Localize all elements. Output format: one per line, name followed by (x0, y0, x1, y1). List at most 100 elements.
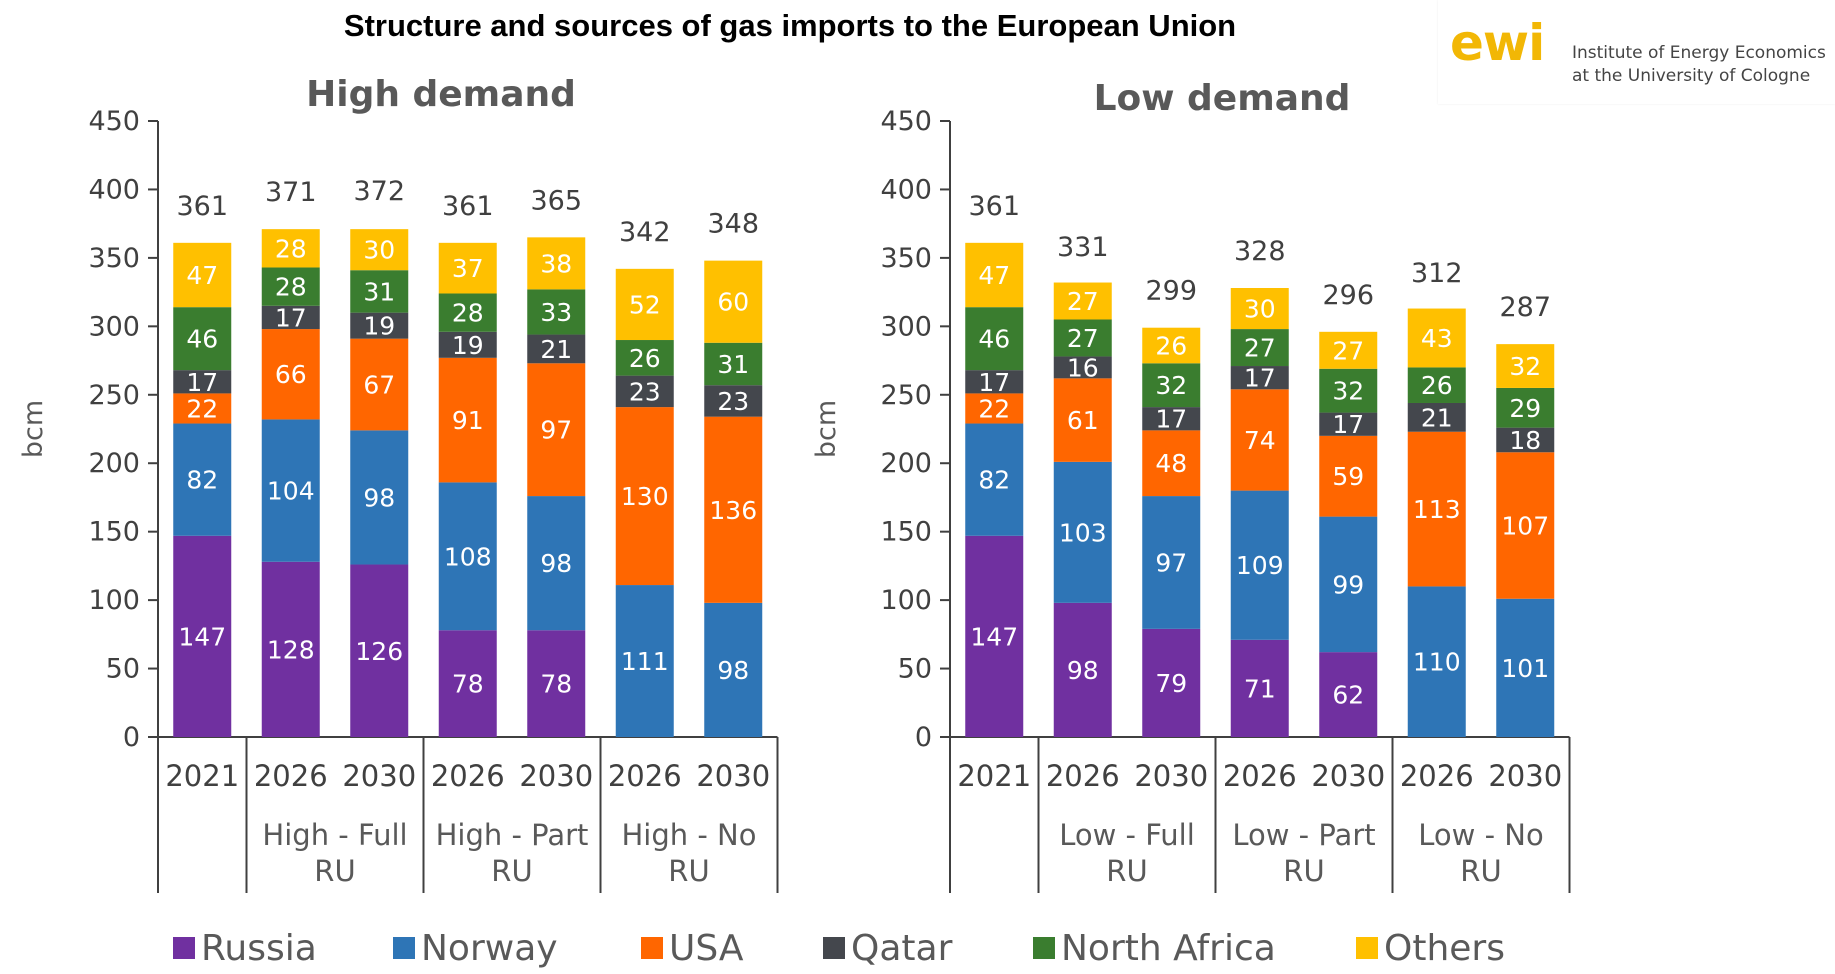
data-label-north-africa: 28 (452, 299, 484, 328)
data-label-norway: 109 (1236, 551, 1284, 580)
y-tick-label: 250 (88, 380, 140, 411)
y-tick-label: 450 (880, 106, 932, 137)
data-label-usa: 67 (363, 371, 395, 400)
x-tick-label: 2026 (1223, 759, 1297, 793)
data-label-russia: 147 (178, 622, 226, 651)
data-label-usa: 91 (452, 406, 484, 435)
data-label-qatar: 19 (363, 312, 395, 341)
x-tick-label: 2026 (608, 759, 682, 793)
data-label-norway: 82 (978, 466, 1010, 495)
data-label-north-africa: 46 (978, 325, 1010, 354)
y-tick-label: 150 (880, 517, 932, 548)
data-label-norway: 101 (1501, 654, 1549, 683)
x-group-label: Low - Part (1232, 818, 1375, 852)
x-tick-label: 2026 (254, 759, 328, 793)
bar-russia (1319, 652, 1378, 737)
data-label-qatar: 17 (978, 368, 1010, 397)
x-group-label: RU (314, 854, 355, 888)
bar-north-africa (261, 267, 320, 306)
bar-qatar (965, 370, 1024, 394)
bar-qatar (1496, 427, 1555, 453)
bar-norway (527, 496, 586, 631)
bar-north-africa (704, 342, 763, 386)
x-tick-label: 2026 (431, 759, 505, 793)
bar-norway (350, 430, 409, 565)
logo-mark: ewi (1450, 14, 1545, 72)
total-label: 296 (1322, 280, 1374, 311)
total-label: 371 (265, 177, 317, 208)
legend-label-russia: Russia (201, 928, 317, 969)
bar-others (965, 242, 1024, 308)
x-group-label: RU (1460, 854, 1501, 888)
data-label-qatar: 19 (452, 331, 484, 360)
y-tick-label: 50 (106, 654, 140, 685)
bar-north-africa (1142, 363, 1201, 408)
x-group-label: RU (668, 854, 709, 888)
legend-label-others: Others (1384, 928, 1505, 969)
total-label: 372 (353, 176, 405, 207)
bar-usa (704, 416, 763, 603)
data-label-others: 30 (363, 236, 395, 265)
bar-others (615, 268, 674, 341)
x-group-label: High - No (622, 818, 757, 852)
panel-title: Low demand (1094, 78, 1351, 119)
data-label-others: 47 (978, 261, 1010, 290)
bar-qatar (615, 375, 674, 408)
data-label-russia: 126 (355, 637, 403, 666)
bar-others (173, 242, 232, 308)
x-tick-label: 2030 (1134, 759, 1208, 793)
y-tick-label: 200 (88, 448, 140, 479)
legend-swatch-qatar (823, 937, 845, 959)
logo-line-1: Institute of Energy Economics (1572, 43, 1826, 63)
total-label: 361 (968, 191, 1020, 222)
y-tick-label: 250 (880, 380, 932, 411)
y-axis-label: bcm (811, 400, 842, 458)
bar-usa (1053, 378, 1112, 462)
bar-norway (1496, 598, 1555, 737)
data-label-qatar: 17 (186, 368, 218, 397)
data-label-norway: 97 (1155, 548, 1187, 577)
y-tick-label: 450 (88, 106, 140, 137)
data-label-norway: 99 (1332, 570, 1364, 599)
bar-north-africa (1496, 387, 1555, 428)
x-group-label: RU (491, 854, 532, 888)
data-label-north-africa: 31 (363, 277, 395, 306)
legend-swatch-usa (641, 937, 663, 959)
data-label-norway: 104 (267, 477, 315, 506)
bar-north-africa (527, 289, 586, 335)
x-tick-label: 2030 (1311, 759, 1385, 793)
y-tick-label: 300 (880, 311, 932, 342)
bar-others (261, 229, 320, 268)
total-label: 361 (442, 191, 494, 222)
data-label-north-africa: 27 (1067, 324, 1099, 353)
total-label: 365 (530, 185, 582, 216)
data-label-others: 38 (540, 249, 572, 278)
data-label-others: 30 (1244, 295, 1276, 324)
total-label: 299 (1145, 276, 1197, 307)
x-tick-label: 2030 (519, 759, 593, 793)
bar-north-africa (173, 307, 232, 371)
data-label-norway: 111 (621, 647, 669, 676)
data-label-qatar: 23 (629, 377, 661, 406)
bar-north-africa (965, 307, 1024, 371)
bar-others (1319, 331, 1378, 369)
bar-qatar (438, 331, 497, 358)
data-label-usa: 130 (621, 482, 669, 511)
data-label-usa: 61 (1067, 406, 1099, 435)
bar-usa (350, 338, 409, 431)
data-label-russia: 62 (1332, 681, 1364, 710)
data-label-others: 43 (1421, 324, 1453, 353)
data-label-others: 28 (275, 234, 307, 263)
bar-usa (1142, 430, 1201, 497)
bar-norway (1053, 461, 1112, 603)
y-tick-label: 200 (880, 448, 932, 479)
total-label: 342 (619, 217, 671, 248)
bar-qatar (527, 334, 586, 364)
bar-qatar (704, 385, 763, 417)
bar-usa (1230, 389, 1289, 491)
bar-others (527, 237, 586, 290)
data-label-qatar: 17 (1332, 410, 1364, 439)
bar-qatar (173, 370, 232, 394)
bar-russia (965, 535, 1024, 737)
